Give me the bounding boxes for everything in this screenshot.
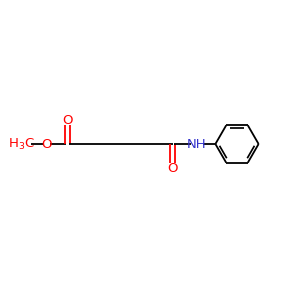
Text: NH: NH [187, 137, 206, 151]
Text: $\mathregular{H_3C}$: $\mathregular{H_3C}$ [8, 136, 34, 152]
Text: O: O [167, 161, 178, 175]
Text: O: O [41, 137, 52, 151]
Text: O: O [62, 113, 73, 127]
